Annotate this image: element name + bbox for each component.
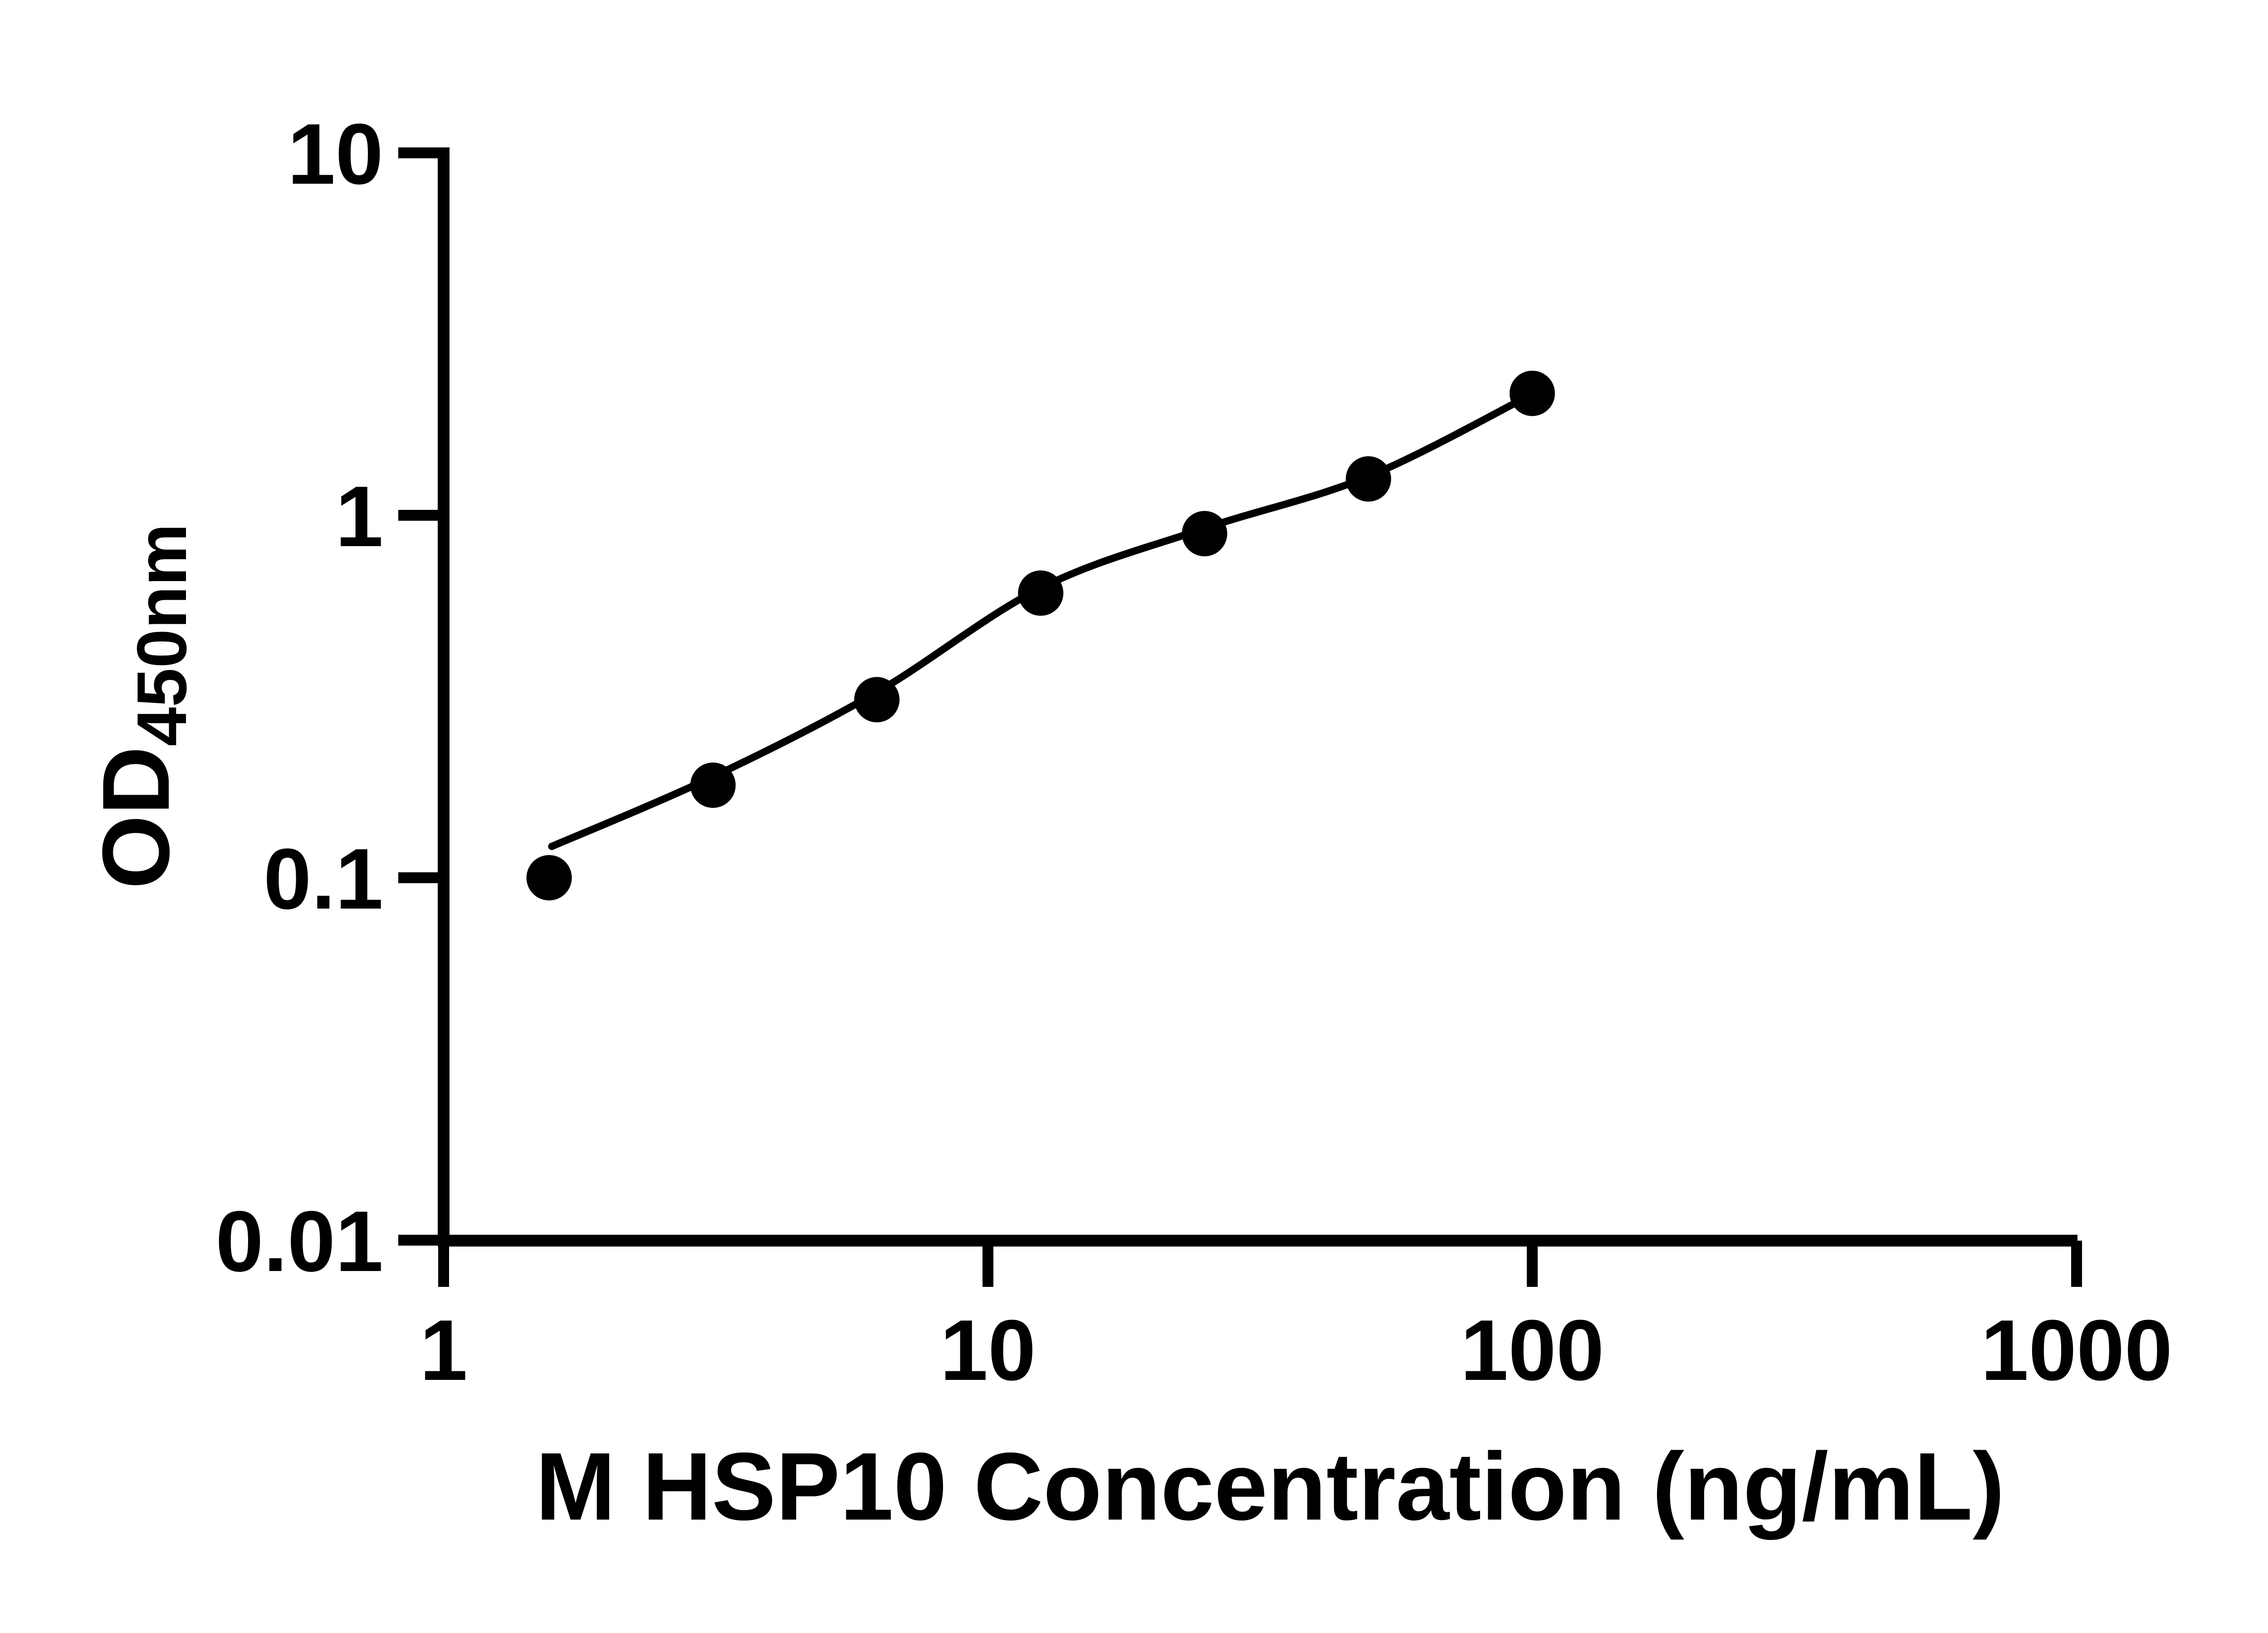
x-axis-tick-labels: 1 10 100 1000 — [420, 1302, 2172, 1398]
data-point-6 — [1345, 456, 1391, 502]
y-axis-ticks — [398, 147, 444, 1246]
x-axis-title: M HSP10 Concentration (ng/mL) — [535, 1433, 2004, 1540]
data-point-5 — [1182, 511, 1227, 557]
y-tick-label-0.1: 0.1 — [264, 831, 383, 927]
y-axis-title: OD450nm — [83, 523, 201, 889]
x-tick-label-1000: 1000 — [1981, 1302, 2173, 1398]
data-point-2 — [690, 763, 736, 808]
data-point-4 — [1018, 570, 1064, 616]
y-tick-label-0.01: 0.01 — [215, 1193, 383, 1290]
y-axis-title-subscript: 450nm — [122, 523, 201, 746]
x-tick-label-100: 100 — [1460, 1302, 1604, 1398]
y-axis-title-main: OD — [83, 746, 189, 889]
data-points — [526, 371, 1555, 900]
data-point-3 — [854, 677, 900, 723]
y-tick-label-10: 10 — [288, 106, 383, 202]
data-point-7 — [1510, 371, 1555, 416]
y-axis-tick-labels: 10 1 0.1 0.01 — [215, 106, 383, 1290]
y-tick-label-1: 1 — [335, 469, 383, 565]
data-point-1 — [526, 855, 572, 900]
x-axis-ticks — [438, 1241, 2082, 1287]
x-tick-label-10: 10 — [940, 1302, 1036, 1398]
x-tick-label-1: 1 — [420, 1302, 468, 1398]
